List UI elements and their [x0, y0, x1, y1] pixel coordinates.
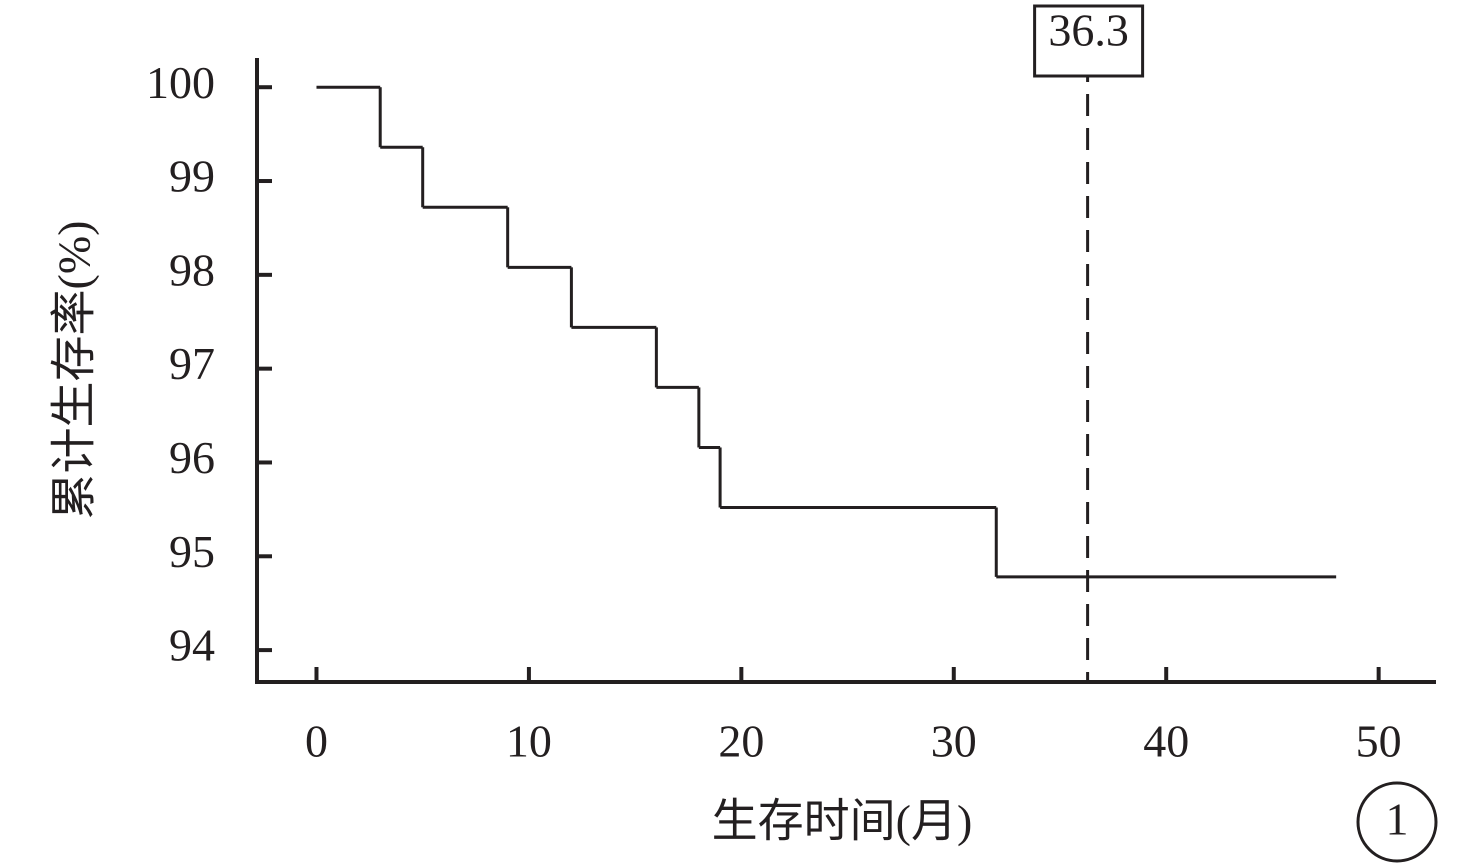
reference-label: 36.3: [1048, 5, 1129, 56]
x-axis-label: 生存时间(月): [712, 796, 973, 847]
reference-label-box: [1033, 4, 1145, 78]
panel-badge: [1356, 781, 1438, 863]
x-tick-label: 50: [1356, 716, 1402, 767]
y-axis-label: 累计生存率(%): [49, 221, 100, 520]
x-tick-label: 20: [718, 716, 764, 767]
y-tick-label: 94: [169, 620, 215, 671]
y-tick-label: 99: [169, 151, 215, 202]
x-tick-label: 10: [506, 716, 552, 767]
y-tick-label: 97: [169, 338, 215, 389]
x-tick-label: 0: [305, 716, 328, 767]
x-tick-label: 30: [931, 716, 977, 767]
panel-label: 1: [1386, 794, 1409, 845]
y-tick-label: 98: [169, 244, 215, 295]
y-tick-label: 100: [146, 57, 215, 108]
y-tick-label: 95: [169, 526, 215, 577]
x-tick-label: 40: [1143, 716, 1189, 767]
y-tick-label: 96: [169, 432, 215, 483]
